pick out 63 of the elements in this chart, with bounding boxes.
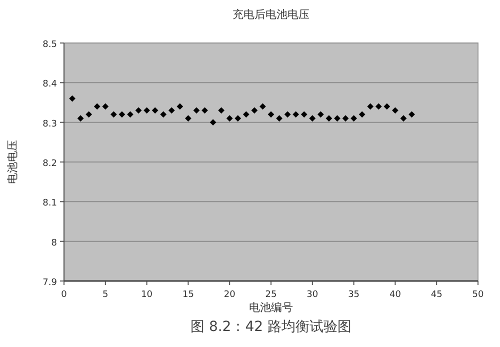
y-tick-label: 7.9 <box>42 278 58 288</box>
y-tick-label: 8.3 <box>42 119 57 130</box>
y-tick-label: 8.5 <box>42 40 57 50</box>
point <box>242 111 250 118</box>
point <box>284 111 291 118</box>
y-tick-label: 8.1 <box>42 198 57 209</box>
point <box>384 103 390 110</box>
x-tick-label: 25 <box>265 290 277 300</box>
point <box>176 103 184 110</box>
point <box>400 115 407 122</box>
point <box>193 107 200 114</box>
x-tick-label: 50 <box>472 290 484 300</box>
point <box>350 115 357 122</box>
x-tick-label: 35 <box>348 290 360 300</box>
y-tick-label: 8 <box>51 238 58 248</box>
point <box>334 115 340 122</box>
x-tick-label: 15 <box>182 290 194 300</box>
point <box>309 115 316 122</box>
point <box>127 111 134 118</box>
chart-title: 充电后电池电压 <box>232 8 310 21</box>
point <box>152 107 158 114</box>
point <box>408 111 415 118</box>
point <box>86 111 92 118</box>
x-tick-label: 40 <box>389 290 402 300</box>
point <box>118 111 126 118</box>
point <box>185 115 192 122</box>
point <box>234 115 242 122</box>
point <box>144 107 150 114</box>
point <box>94 103 100 110</box>
x-tick-label: 30 <box>306 290 318 300</box>
y-tick-label: 8.4 <box>42 80 58 90</box>
point <box>251 107 258 114</box>
point <box>342 115 349 122</box>
x-tick-label: 10 <box>141 290 153 300</box>
point <box>268 111 274 118</box>
point <box>300 111 308 118</box>
y-axis-title: 电池电压 <box>6 140 19 184</box>
point <box>375 103 382 110</box>
point <box>110 111 117 118</box>
x-tick-label: 20 <box>224 290 236 300</box>
point <box>218 107 225 114</box>
point <box>276 115 282 122</box>
point <box>226 115 233 122</box>
point <box>367 103 374 110</box>
y-tick-label: 8.2 <box>42 159 57 169</box>
point <box>102 103 109 110</box>
caption: 图 8.2：42 路均衡试验图 <box>190 319 352 335</box>
point <box>292 111 300 118</box>
point <box>317 111 324 118</box>
point <box>392 107 398 114</box>
x-tick-label: 0 <box>61 290 68 300</box>
point <box>160 111 167 118</box>
x-axis-title: 电池编号 <box>249 301 293 314</box>
point <box>202 107 208 114</box>
x-tick-label: 45 <box>430 290 442 300</box>
point <box>210 119 216 126</box>
point <box>326 115 332 122</box>
point <box>77 115 84 122</box>
point <box>358 111 366 118</box>
x-tick-label: 5 <box>102 290 108 300</box>
point <box>135 107 142 114</box>
point <box>260 103 266 110</box>
point <box>168 107 175 114</box>
